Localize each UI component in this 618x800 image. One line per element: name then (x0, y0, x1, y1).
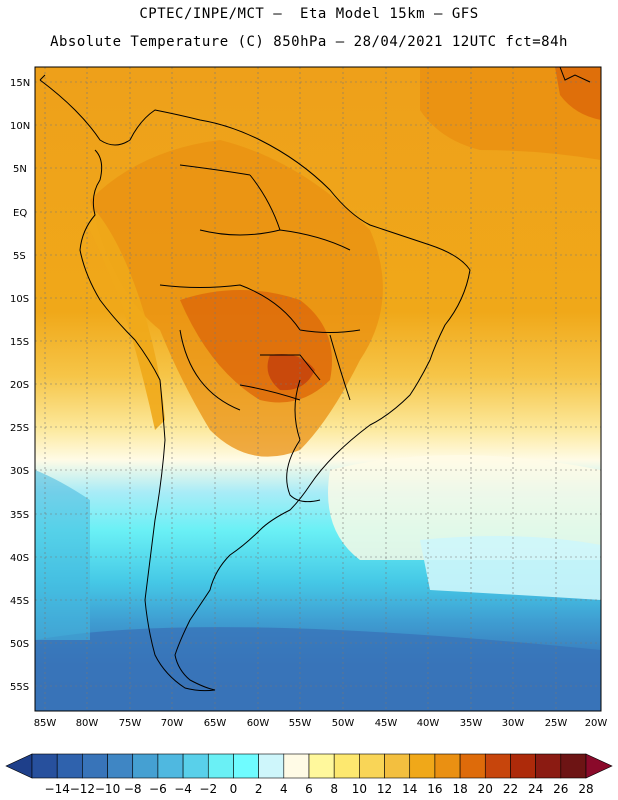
colorbar-cell (182, 753, 209, 779)
colorbar-label: −14 (45, 782, 70, 796)
colorbar-label: 2 (255, 782, 263, 796)
lon-tick-label: 30W (502, 718, 525, 729)
colorbar-label: −6 (149, 782, 167, 796)
colorbar-label: 10 (352, 782, 367, 796)
lat-tick-label: 55S (10, 682, 29, 693)
lon-tick-label: 25W (545, 718, 568, 729)
colorbar-label: −12 (70, 782, 95, 796)
lat-tick-label: 15N (10, 78, 30, 89)
colorbar-cell (510, 753, 536, 779)
colorbar-label: 0 (230, 782, 238, 796)
lat-tick-label: 5N (13, 164, 27, 175)
lat-tick-label: 10S (10, 294, 29, 305)
lat-tick-label: 35S (10, 510, 29, 521)
colorbar-label: 16 (427, 782, 442, 796)
lon-tick-label: 60W (247, 718, 270, 729)
lat-tick-label: 5S (13, 251, 26, 262)
colorbar-cell (359, 753, 385, 779)
colorbar-label: 18 (452, 782, 467, 796)
colorbar-cell (82, 753, 108, 779)
map-frame (34, 66, 602, 712)
colorbar-label: 20 (478, 782, 493, 796)
lon-tick-label: 35W (460, 718, 483, 729)
lat-tick-label: 45S (10, 596, 29, 607)
lon-tick-label: 50W (332, 718, 355, 729)
colorbar-cell (384, 753, 411, 779)
lon-tick-label: 20W (585, 718, 608, 729)
chart-title-line1: CPTEC/INPE/MCT — Eta Model 15km — GFS (139, 6, 479, 22)
colorbar-label: −2 (199, 782, 217, 796)
colorbar-cell (409, 753, 436, 779)
colorbar-label: 22 (503, 782, 518, 796)
lon-tick-label: 75W (119, 718, 142, 729)
lon-tick-label: 80W (76, 718, 99, 729)
colorbar-cell (535, 753, 562, 779)
lon-tick-label: 40W (417, 718, 440, 729)
lat-tick-label: 15S (10, 337, 29, 348)
colorbar-cell (308, 753, 335, 779)
lat-tick-label: 30S (10, 466, 29, 477)
colorbar-cell (333, 753, 360, 779)
colorbar-cell (283, 753, 310, 779)
colorbar-label: −4 (174, 782, 192, 796)
lat-tick-label: 10N (10, 121, 30, 132)
chart-title-line2: Absolute Temperature (C) 850hPa — 28/04/… (50, 34, 568, 50)
coastline (39, 67, 591, 692)
colorbar-cell (434, 753, 461, 779)
lon-tick-label: 55W (289, 718, 312, 729)
colorbar-under-arrow (5, 753, 33, 779)
lon-tick-label: 65W (204, 718, 227, 729)
colorbar-cell (560, 753, 587, 779)
lat-tick-label: 25S (10, 423, 29, 434)
colorbar-cell (258, 753, 285, 779)
colorbar-cell (107, 753, 134, 779)
colorbar-label: 24 (528, 782, 543, 796)
colorbar-over-arrow (585, 753, 613, 779)
lat-tick-label: EQ (13, 208, 27, 219)
colorbar-label: 26 (553, 782, 568, 796)
colorbar-label: 8 (330, 782, 338, 796)
colorbar-cell (56, 753, 83, 779)
lat-tick-label: 20S (10, 380, 29, 391)
colorbar-label: 14 (402, 782, 417, 796)
lon-tick-label: 70W (161, 718, 184, 729)
map-gridlines (35, 67, 601, 711)
colorbar-cell (484, 753, 511, 779)
colorbar-label: 6 (305, 782, 313, 796)
colorbar-label: 4 (280, 782, 288, 796)
colorbar-cell (132, 753, 159, 779)
lon-tick-label: 45W (375, 718, 398, 729)
longitude-axis: 85W 80W 75W 70W 65W 60W 55W 50W 45W 40W … (34, 718, 608, 729)
colorbar-cell (233, 753, 259, 779)
temperature-field (35, 67, 601, 711)
colorbar-label: −10 (95, 782, 120, 796)
lat-tick-label: 40S (10, 553, 29, 564)
colorbar-cell (157, 753, 184, 779)
colorbar-cell (207, 753, 234, 779)
latitude-axis: 15N 10N 5N EQ 5S 10S 15S 20S 25S 30S 35S… (10, 78, 30, 693)
colorbar-label: 28 (578, 782, 593, 796)
colorbar-label: 12 (377, 782, 392, 796)
colorbar-cell (459, 753, 486, 779)
colorbar-cell (31, 753, 58, 779)
colorbar: −14 −12 −10 −8 −6 −4 −2 0 2 4 6 8 10 12 14 16 18 20 22 24 26… (5, 753, 613, 796)
lat-tick-label: 50S (10, 639, 29, 650)
colorbar-label: −8 (124, 782, 142, 796)
lon-tick-label: 85W (34, 718, 57, 729)
